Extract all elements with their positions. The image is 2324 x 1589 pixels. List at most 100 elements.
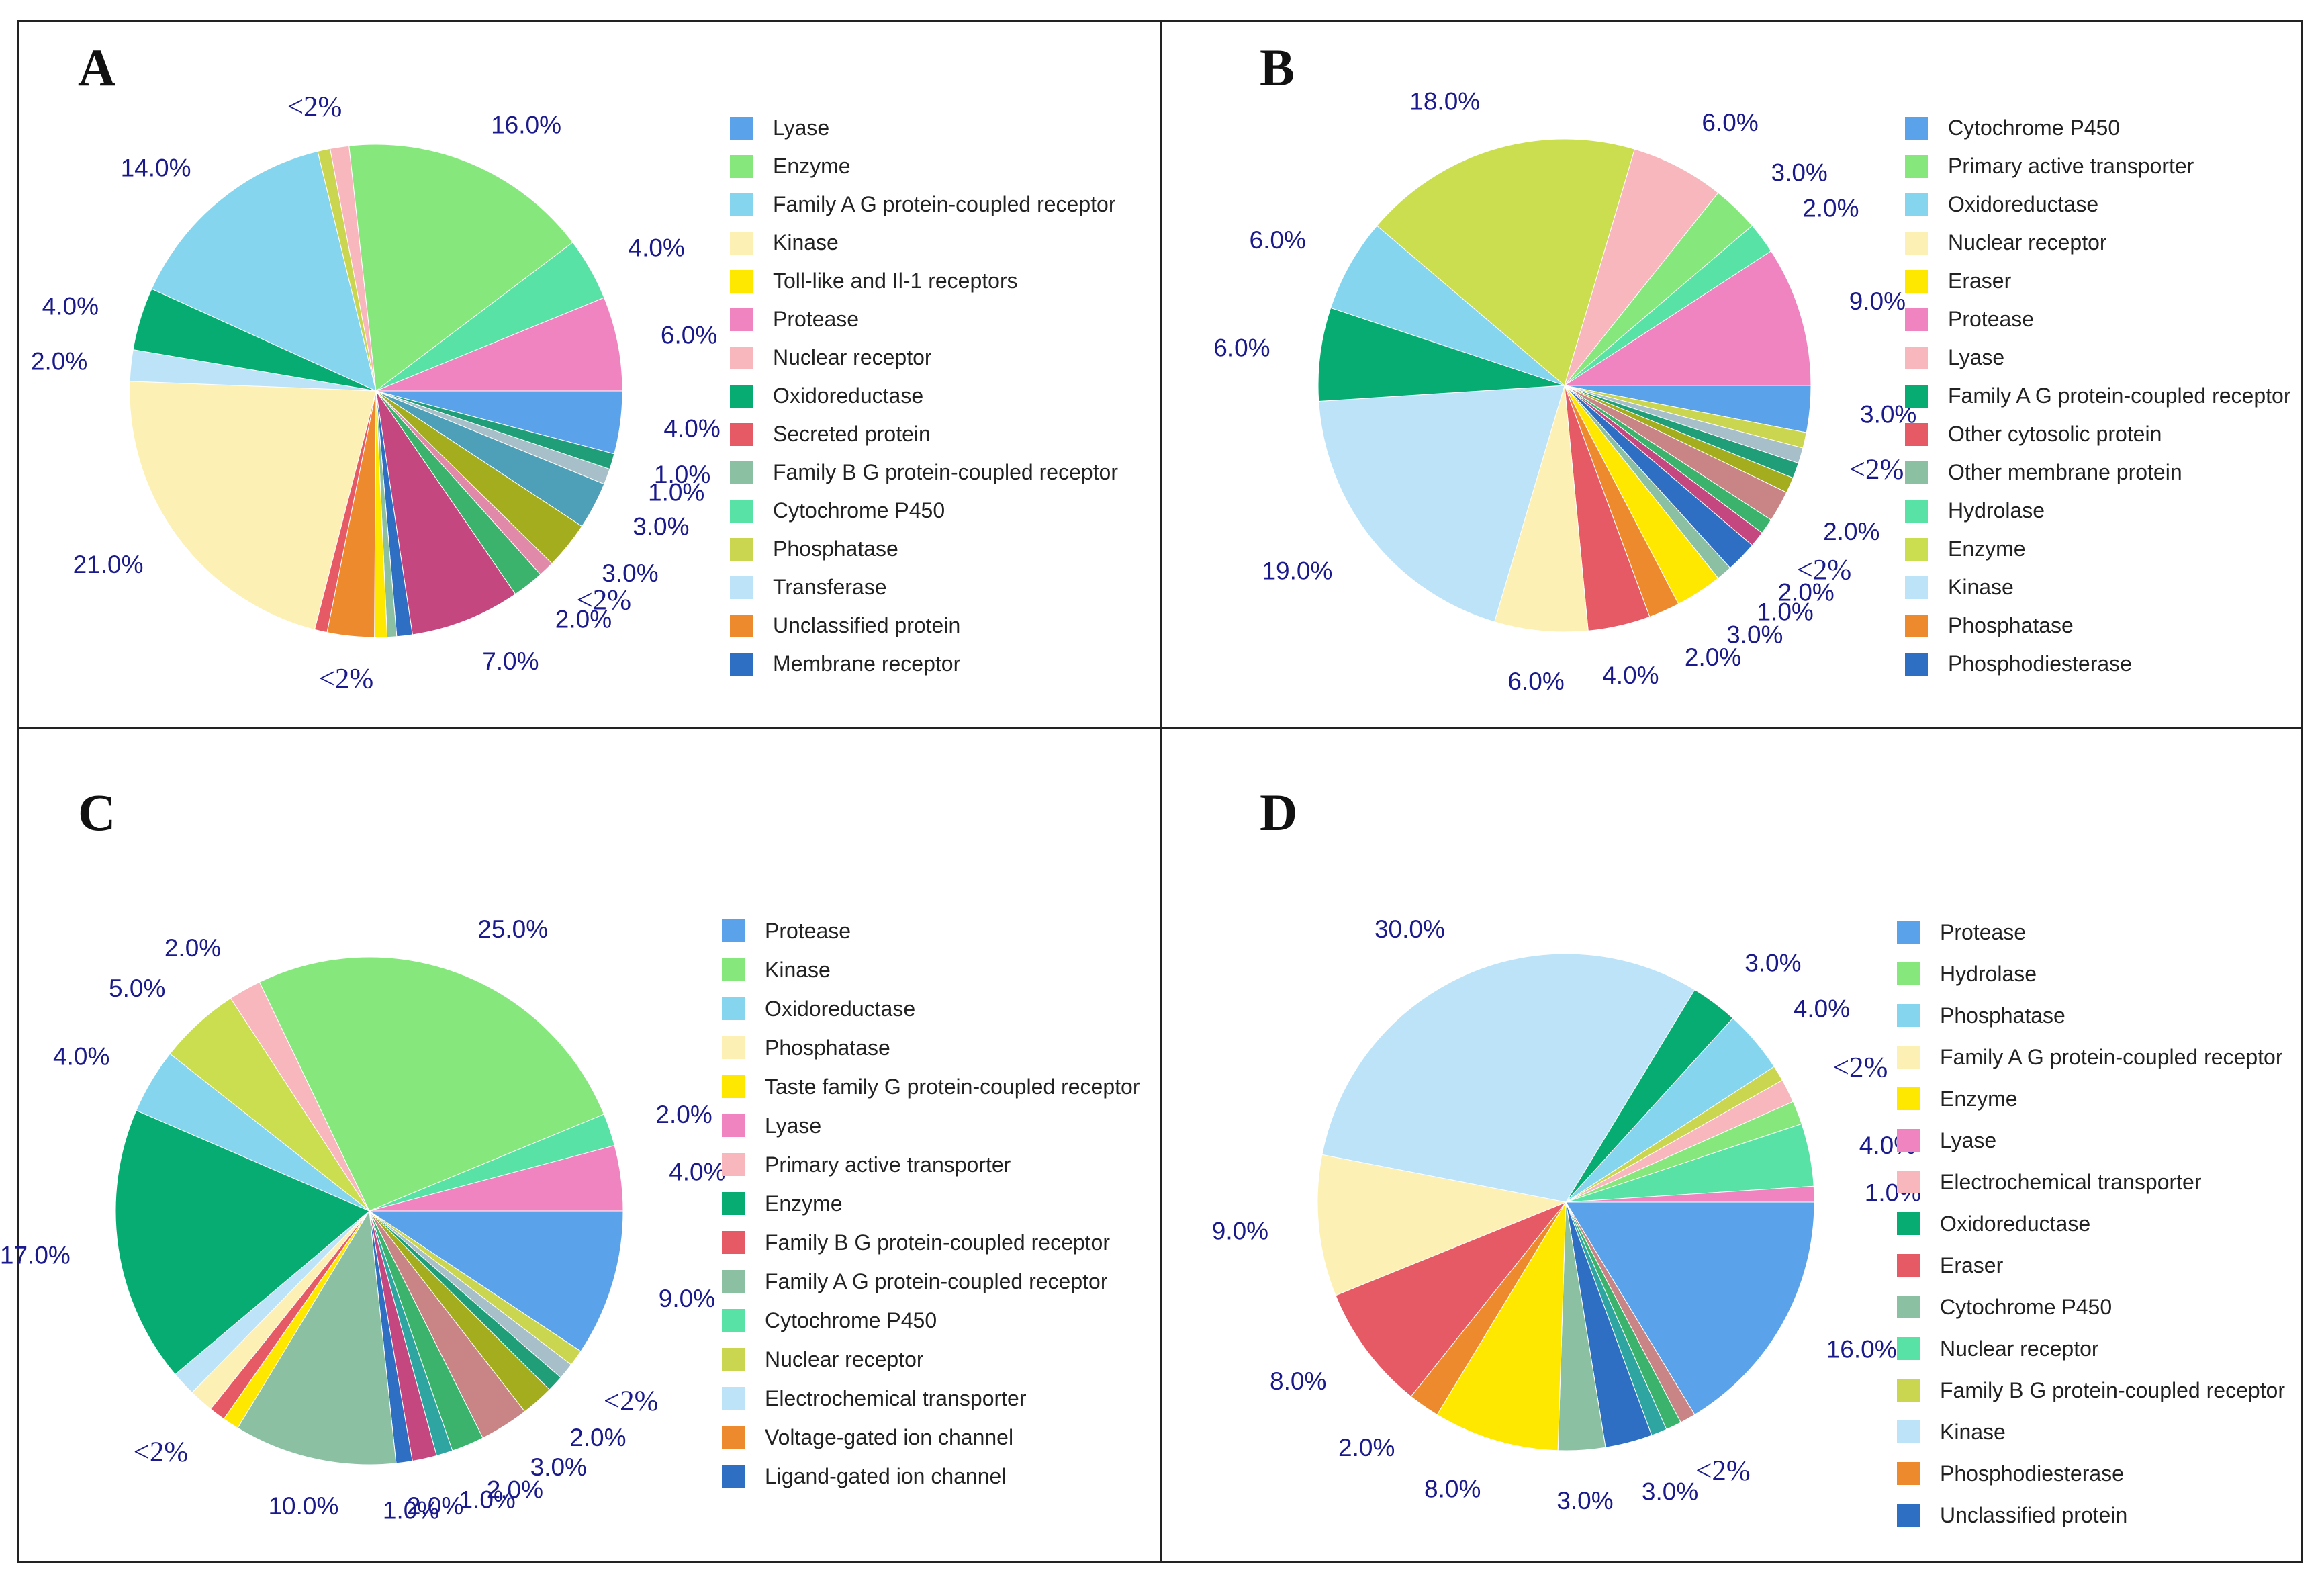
legend-swatch — [722, 997, 745, 1020]
legend-swatch — [1905, 269, 1928, 293]
legend-label: Family A G protein-coupled receptor — [1940, 1044, 2283, 1069]
legend-label: Taste family G protein-coupled receptor — [765, 1074, 1140, 1099]
legend-item: Kinase — [730, 224, 1118, 262]
legend-label: Voltage-gated ion channel — [765, 1424, 1014, 1449]
legend-label: Family A G protein-coupled receptor — [1948, 383, 2291, 408]
legend-swatch — [722, 1036, 745, 1059]
legend-item: Lyase — [1897, 1120, 2285, 1161]
slice-label: 8.0% — [1270, 1367, 1326, 1395]
legend-item: Phosphatase — [1905, 606, 2290, 645]
legend-item: Family A G protein-coupled receptor — [722, 1262, 1140, 1301]
pie-slice-lyase — [369, 1145, 624, 1212]
legend-label: Kinase — [1948, 575, 2014, 599]
slice-label: 17.0% — [0, 1242, 71, 1269]
slice-label: 4.0% — [629, 234, 685, 261]
slice-label: 2.0% — [1778, 579, 1834, 606]
slice-label: 3.0% — [633, 512, 689, 540]
legend-item: Kinase — [1897, 1411, 2285, 1453]
legend-item: Primary active transporter — [722, 1145, 1140, 1184]
pie-chart: 4.0%1.0%1.0%3.0%3.0%<2%2.0%7.0%<2%21.0%2… — [31, 91, 721, 695]
legend-label: Lyase — [1948, 345, 2005, 369]
legend-item: Nuclear receptor — [730, 338, 1118, 377]
legend-item: Ligand-gated ion channel — [722, 1457, 1140, 1496]
slice-label: 6.0% — [1250, 226, 1306, 254]
legend-swatch — [1905, 116, 1928, 140]
legend-swatch — [1897, 1296, 1920, 1318]
legend-swatch — [1897, 1171, 1920, 1193]
legend-item: Transferase — [730, 568, 1118, 606]
legend-item: Primary active transporter — [1905, 147, 2290, 185]
legend-item: Phosphodiesterase — [1905, 645, 2290, 683]
slice-label: 2.0% — [569, 1424, 626, 1451]
legend-swatch — [722, 1348, 745, 1371]
legend-item: Family B G protein-coupled receptor — [730, 453, 1118, 492]
legend-swatch — [722, 1387, 745, 1410]
legend-item: Oxidoreductase — [1905, 185, 2290, 224]
legend-item: Phosphatase — [722, 1028, 1140, 1067]
legend-swatch — [1905, 384, 1928, 408]
slice-label: 1.0% — [648, 478, 704, 506]
slice-label: 1.0% — [1757, 598, 1814, 626]
slice-label: 6.0% — [1507, 668, 1564, 695]
panel-a: A 4.0% 1.0% 1.0% 3.0% 3.0% <2% 2.0% 7.0% <2% 21.0… — [20, 23, 1159, 726]
legend-swatch — [1897, 1337, 1920, 1360]
legend-item: Phosphatase — [730, 530, 1118, 568]
slice-label: <2% — [319, 664, 374, 695]
slice-label: 30.0% — [1375, 915, 1445, 943]
legend-swatch — [722, 1231, 745, 1254]
pie-slice-family-a-g-protein-coupled-receptor — [1317, 1154, 1567, 1296]
legend-item: Unclassified protein — [1897, 1494, 2285, 1536]
legend-label: Family B G protein-coupled receptor — [773, 460, 1118, 484]
legend-item: Family B G protein-coupled receptor — [1897, 1369, 2285, 1411]
legend-item: Lyase — [722, 1106, 1140, 1145]
legend-swatch — [1905, 422, 1928, 446]
legend-label: Cytochrome P450 — [1948, 116, 2121, 140]
legend-swatch — [1897, 1087, 1920, 1110]
slice-label: 8.0% — [1424, 1476, 1481, 1503]
legend-label: Enzyme — [1940, 1086, 2018, 1111]
legend-item: Taste family G protein-coupled receptor — [722, 1067, 1140, 1106]
legend-item: Family B G protein-coupled receptor — [722, 1223, 1140, 1262]
slice-label: <2% — [1797, 555, 1852, 586]
slice-label: 3.0% — [1745, 949, 1801, 977]
legend-label: Eraser — [1940, 1253, 2004, 1277]
legend-item: Hydrolase — [1905, 492, 2290, 530]
legend: Protease Kinase Oxidoreductase Phosphatase T… — [722, 911, 1140, 1496]
legend-label: Family A G protein-coupled receptor — [765, 1269, 1108, 1293]
legend-label: Lyase — [773, 116, 830, 140]
pie-slice-family-a-g-protein-coupled-receptor — [151, 150, 377, 392]
legend-item: Lyase — [730, 109, 1118, 147]
legend-item: Cytochrome P450 — [722, 1301, 1140, 1340]
pie-slice-lyase — [1565, 1185, 1815, 1203]
pie-slice-protease — [1565, 1201, 1815, 1416]
legend-label: Electrochemical transporter — [1940, 1169, 2202, 1194]
legend-label: Electrochemical transporter — [765, 1386, 1027, 1410]
legend-label: Kinase — [765, 957, 831, 982]
panel-letter: D — [1260, 783, 1298, 842]
legend-item: Voltage-gated ion channel — [722, 1418, 1140, 1457]
pie-slice-oxidoreductase — [1330, 225, 1565, 386]
legend-label: Cytochrome P450 — [1940, 1294, 2112, 1319]
slice-label: <2% — [287, 91, 342, 123]
slice-label: <2% — [134, 1437, 189, 1468]
legend-label: Kinase — [773, 230, 839, 255]
slice-label: 21.0% — [73, 551, 144, 578]
legend-label: Family B G protein-coupled receptor — [1940, 1377, 2285, 1402]
legend-label: Other membrane protein — [1948, 460, 2182, 484]
legend-swatch — [722, 1075, 745, 1098]
pie-slice-family-a-g-protein-coupled-receptor — [1317, 307, 1565, 402]
legend-swatch — [722, 1426, 745, 1449]
legend-swatch — [722, 1153, 745, 1176]
slice-label: 1.0% — [383, 1497, 439, 1525]
pie-slice-family-a-g-protein-coupled-receptor — [237, 1210, 397, 1465]
slice-label: 16.0% — [491, 111, 561, 138]
legend-label: Oxidoreductase — [773, 383, 924, 408]
legend-swatch — [1897, 1129, 1920, 1152]
slice-label: 5.0% — [109, 974, 165, 1002]
slice-label: 3.0% — [602, 559, 658, 587]
pie-chart: 9.0%<2%2.0%3.0%2.0%1.0%2.0%1.0%10.0%<2%1… — [0, 915, 726, 1525]
legend-swatch — [730, 614, 753, 637]
legend-swatch — [1897, 1420, 1920, 1443]
legend-item: Kinase — [1905, 568, 2290, 606]
legend-label: Family A G protein-coupled receptor — [773, 192, 1116, 216]
